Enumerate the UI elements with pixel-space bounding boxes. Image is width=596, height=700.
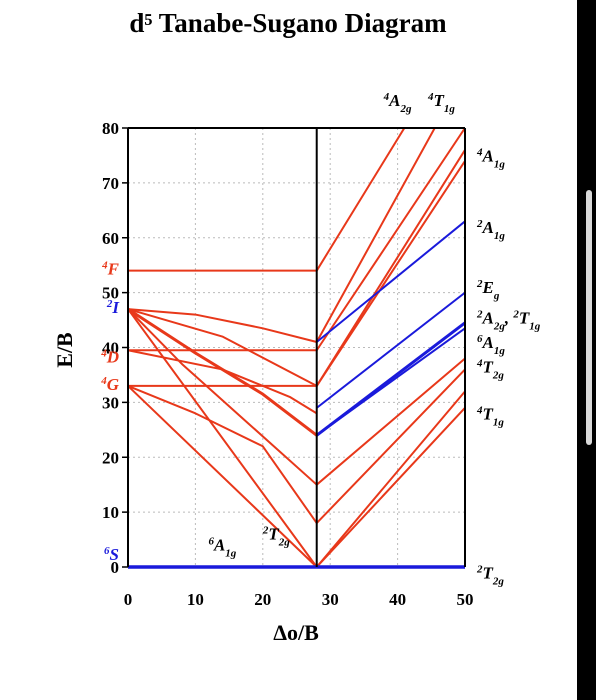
x-tick-label: 20	[254, 590, 271, 609]
left-term-label: 6S	[104, 545, 119, 564]
x-axis-label: Δo/B	[273, 620, 319, 645]
series-line	[127, 368, 466, 525]
y-tick-label: 60	[102, 229, 119, 248]
y-tick-label: 40	[102, 339, 119, 358]
x-tick-label: 0	[124, 590, 133, 609]
right-term-label: 2A1g	[476, 218, 505, 242]
left-term-label: 4D	[100, 347, 119, 366]
frame-layer	[127, 127, 466, 567]
right-term-label: 2Eg	[476, 278, 500, 302]
series-line	[316, 327, 466, 437]
x-tick-label: 30	[322, 590, 339, 609]
right-term-label: 4T2g	[476, 358, 504, 382]
x-tick-label: 50	[457, 590, 474, 609]
series-line	[316, 220, 466, 343]
y-tick-label: 20	[102, 448, 119, 467]
x-tick-label: 40	[389, 590, 406, 609]
series-line	[128, 160, 466, 387]
right-term-label: 2T2g	[476, 563, 504, 587]
chart-title: d⁵ Tanabe-Sugano Diagram	[129, 8, 447, 38]
y-tick-label: 80	[102, 119, 119, 138]
y-tick-label: 0	[111, 558, 120, 577]
right-term-label: 2A2g, 2T1g	[476, 308, 541, 332]
series-line	[127, 149, 466, 387]
series-line	[127, 349, 318, 415]
series-line	[128, 128, 406, 272]
y-axis-label: E/B	[52, 332, 77, 368]
y-tick-label: 30	[102, 393, 119, 412]
grid-layer	[127, 127, 466, 568]
scrollbar[interactable]	[582, 0, 596, 700]
top-term-label: 4T1g	[427, 91, 455, 115]
series-layer	[127, 128, 466, 569]
left-term-label: 4F	[101, 260, 120, 279]
left-term-label: 4G	[100, 375, 120, 394]
series-line	[316, 291, 466, 409]
y-tick-label: 10	[102, 503, 119, 522]
series-line	[127, 307, 318, 437]
right-term-label: 4A1g	[476, 146, 505, 170]
right-term-label: 4T1g	[476, 404, 504, 428]
tanabe-sugano-chart: d⁵ Tanabe-Sugano Diagram 0 10 20 30 40 50 60 70…	[52, 8, 541, 645]
inner-term-label: 2T2g	[262, 525, 290, 549]
page: d⁵ Tanabe-Sugano Diagram 0 10 20 30 40 50 60 70…	[0, 0, 577, 700]
top-term-label: 4A2g	[383, 91, 412, 115]
tick-layer: 0 10 20 30 40 50 60 70 80 0 10 20 30 40 50	[102, 119, 474, 609]
series-line	[127, 128, 436, 344]
y-tick-label: 50	[102, 284, 119, 303]
series-line	[127, 308, 466, 486]
scrollbar-thumb[interactable]	[586, 190, 592, 445]
left-term-label: 2I	[106, 298, 121, 317]
right-term-label: 6A1g	[477, 333, 505, 357]
inner-term-label: 6A1g	[208, 536, 236, 560]
x-tick-label: 10	[187, 590, 204, 609]
y-tick-label: 70	[102, 174, 119, 193]
term-layer: 4F 2I 4D 4G 6S 6A1g 2T2g 4A2g 4T1g 4A1g 2A1g 2Eg 2A2…	[100, 91, 541, 587]
